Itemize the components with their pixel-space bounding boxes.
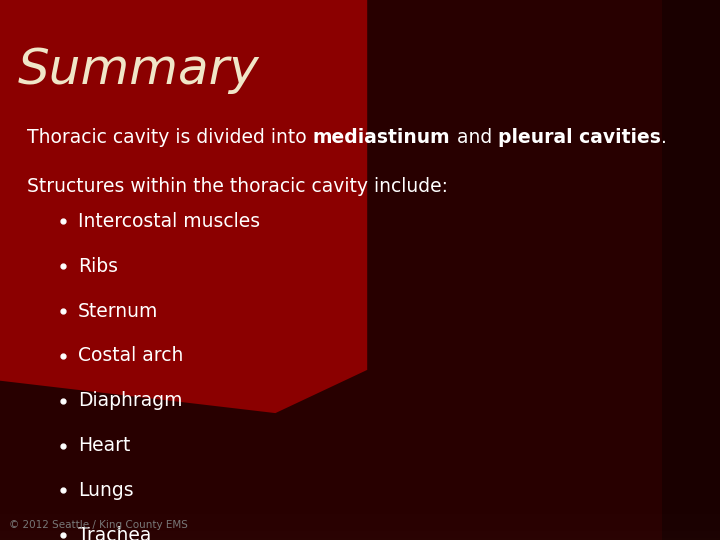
Bar — [0, 517, 720, 519]
Bar — [0, 510, 720, 512]
Bar — [0, 519, 720, 521]
Text: Ribs: Ribs — [78, 256, 118, 276]
Bar — [0, 504, 720, 506]
Text: pleural cavities: pleural cavities — [498, 128, 661, 147]
Text: Heart: Heart — [78, 436, 130, 455]
Text: mediastinum: mediastinum — [313, 128, 451, 147]
Text: Diaphragm: Diaphragm — [78, 391, 182, 410]
Text: Intercostal muscles: Intercostal muscles — [78, 212, 260, 231]
Text: Lungs: Lungs — [78, 481, 133, 500]
Bar — [0, 525, 720, 527]
Bar — [0, 521, 720, 523]
Bar — [662, 0, 720, 540]
Text: and: and — [451, 128, 498, 147]
Bar — [0, 536, 720, 538]
Bar — [0, 514, 720, 515]
Bar — [0, 515, 720, 517]
Text: Sternum: Sternum — [78, 301, 158, 321]
Text: .: . — [661, 128, 667, 147]
Bar — [0, 502, 720, 504]
Text: © 2012 Seattle / King County EMS: © 2012 Seattle / King County EMS — [9, 520, 188, 530]
Polygon shape — [0, 0, 367, 413]
Text: Structures within the thoracic cavity include:: Structures within the thoracic cavity in… — [27, 177, 449, 196]
Bar — [0, 530, 720, 532]
Bar — [0, 532, 720, 535]
Bar — [0, 508, 720, 510]
Text: Costal arch: Costal arch — [78, 346, 183, 366]
Bar — [0, 512, 720, 514]
Bar — [0, 529, 720, 530]
Text: Thoracic cavity is divided into: Thoracic cavity is divided into — [27, 128, 313, 147]
Text: Trachea: Trachea — [78, 525, 151, 540]
Bar — [0, 523, 720, 525]
Bar — [0, 506, 720, 508]
Text: Summary: Summary — [18, 46, 260, 94]
Bar — [0, 538, 720, 540]
Bar — [0, 527, 720, 529]
Bar — [0, 535, 720, 536]
